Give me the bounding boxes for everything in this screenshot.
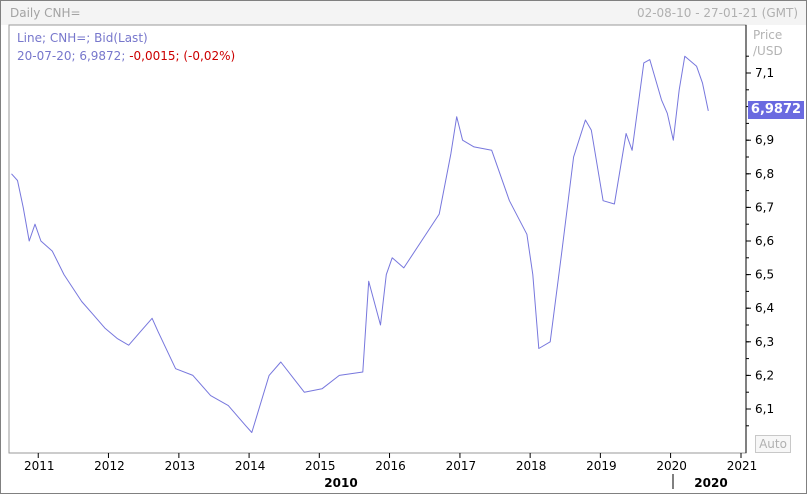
y-ticks: 6,1 6,2 6,3 6,4 6,5 6,6 6,7 6,8 6,9 7,1 [746,55,774,427]
x-ticks: 2011 2012 2013 2014 2015 2016 2017 2018 2019 2020… [24,453,757,473]
y-tick-label: 6,4 [755,301,774,315]
y-axis-title: Price /USD [753,27,783,59]
x-tick-label: 2011 [24,459,55,473]
x-tick-label: 2017 [446,459,477,473]
x-tick-label: 2014 [235,459,266,473]
y-axis-title-line2: /USD [753,44,783,58]
y-tick-label: 6,6 [755,234,774,248]
y-tick-label: 6,3 [755,335,774,349]
auto-scale-button[interactable]: Auto [755,435,791,453]
x-tick-label: 2021 [727,459,758,473]
legend-last-value: 20-07-20; 6,9872; -0,0015; (-0,02%) [17,49,235,63]
plot-border [8,24,747,454]
era-labels: 2010 2020 [324,476,727,490]
window-title: Daily CNH= [10,6,81,20]
x-tick-label: 2020 [656,459,687,473]
last-price-badge: 6,9872 [748,101,804,119]
series-group [11,55,709,433]
legend-date-value: 20-07-20; 6,9872; [17,49,126,63]
x-tick-label: 2019 [586,459,617,473]
date-range: 02-08-10 - 27-01-21 (GMT) [636,6,798,20]
x-tick-label: 2015 [305,459,336,473]
y-axis-title-line1: Price [753,28,783,42]
y-tick-label: 6,9 [755,133,774,147]
x-tick-label: 2012 [94,459,125,473]
y-tick-label: 6,8 [755,167,774,181]
y-tick-label: 6,5 [755,268,774,282]
x-tick-label: 2016 [375,459,406,473]
y-tick-label: 7,1 [755,66,774,80]
x-tick-label: 2018 [516,459,547,473]
y-tick-label: 6,1 [755,402,774,416]
legend-change: -0,0015; (-0,02%) [129,49,236,63]
y-tick-label: 6,2 [755,368,774,382]
era-label: 2020 [694,476,727,490]
title-bar: Daily CNH= 02-08-10 - 27-01-21 (GMT) [1,1,806,25]
legend-series: Line; CNH=; Bid(Last) [17,31,148,45]
x-tick-label: 2013 [165,459,196,473]
y-tick-label: 6,7 [755,200,774,214]
series-line-0 [11,55,709,433]
era-label: 2010 [324,476,357,490]
